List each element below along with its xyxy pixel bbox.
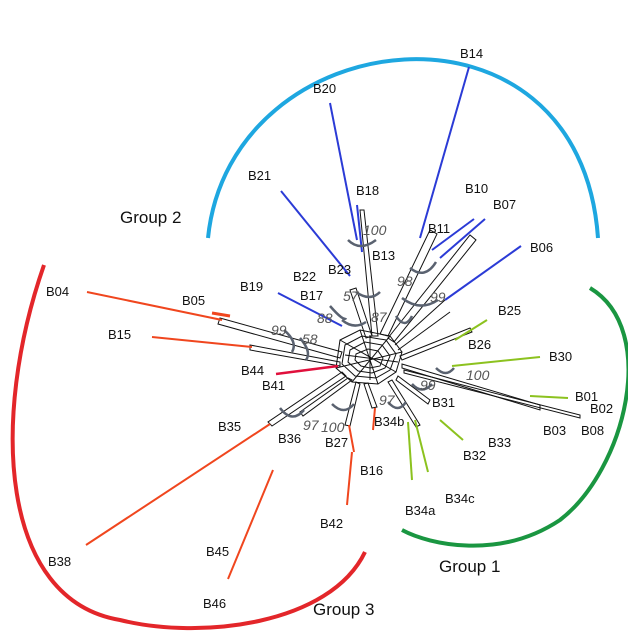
bootstrap-100-top: 100	[363, 222, 387, 238]
group-3-arc	[10, 264, 367, 631]
taxon-label-b22: B22	[293, 269, 316, 284]
taxon-label-b16: B16	[360, 463, 383, 478]
taxon-label-b18: B18	[356, 183, 379, 198]
taxon-label-b26: B26	[468, 337, 491, 352]
taxon-label-b45: B45	[206, 544, 229, 559]
taxon-label-b07: B07	[493, 197, 516, 212]
taxon-label-b42: B42	[320, 516, 343, 531]
group-1-arc	[401, 286, 628, 548]
taxon-label-b11: B11	[428, 221, 450, 236]
taxon-label-b05: B05	[182, 293, 205, 308]
taxon-label-b10: B10	[465, 181, 488, 196]
taxon-label-b34a: B34a	[405, 503, 436, 518]
taxon-label-b34b: B34b	[374, 414, 404, 429]
b44-branch	[275, 364, 339, 376]
taxon-label-b23: B23	[328, 262, 351, 277]
network-core	[217, 209, 581, 428]
bootstrap-98: 98	[397, 273, 413, 289]
taxon-label-b01: B01	[575, 389, 598, 404]
taxon-label-b06: B06	[530, 240, 553, 255]
taxon-label-b33: B33	[488, 435, 511, 450]
taxon-label-b02: B02	[590, 401, 613, 416]
taxon-label-b30: B30	[549, 349, 572, 364]
group-2-arc	[206, 57, 600, 239]
group-2-branches	[277, 66, 522, 327]
taxon-label-b38: B38	[48, 554, 71, 569]
taxon-label-b27: B27	[325, 435, 348, 450]
bootstrap-97-left: 97	[303, 417, 320, 433]
taxon-label-b03: B03	[543, 423, 566, 438]
bootstrap-100-right: 100	[466, 367, 490, 383]
taxon-label-b34c: B34c	[445, 491, 475, 506]
bootstrap-99-left: 99	[271, 322, 287, 338]
taxon-label-b36: B36	[278, 431, 301, 446]
bootstrap-99-lower: 99	[420, 377, 436, 393]
bootstrap-57: 57	[343, 288, 360, 304]
taxon-label-b17: B17	[300, 288, 323, 303]
bootstrap-97-center: 97	[379, 392, 396, 408]
taxon-label-b14: B14	[460, 46, 483, 61]
taxon-label-b19: B19	[240, 279, 263, 294]
taxon-label-b25: B25	[498, 303, 521, 318]
taxon-label-b41: B41	[262, 378, 285, 393]
group-2-label: Group 2	[120, 208, 181, 227]
group-1-branches	[407, 319, 569, 481]
taxon-label-b32: B32	[463, 448, 486, 463]
bootstrap-99-right: 99	[430, 289, 446, 305]
group-3-label: Group 3	[313, 600, 374, 619]
taxon-label-b35: B35	[218, 419, 241, 434]
bootstrap-58: 58	[302, 331, 318, 347]
taxon-label-b13: B13	[372, 248, 395, 263]
taxon-label-b15: B15	[108, 327, 131, 342]
group-3-branches	[85, 291, 376, 580]
taxon-label-b04: B04	[46, 284, 69, 299]
taxon-label-b21: B21	[248, 168, 271, 183]
bootstrap-88: 88	[317, 310, 333, 326]
bootstrap-87: 87	[371, 309, 388, 325]
taxon-label-b46: B46	[203, 596, 226, 611]
support-arcs	[279, 238, 455, 418]
taxon-label-b31: B31	[432, 395, 455, 410]
taxon-label-b08: B08	[581, 423, 604, 438]
taxon-label-b20: B20	[313, 81, 336, 96]
group-1-label: Group 1	[439, 557, 500, 576]
bootstrap-100-bottom: 100	[321, 419, 345, 435]
taxon-label-b44: B44	[241, 363, 264, 378]
